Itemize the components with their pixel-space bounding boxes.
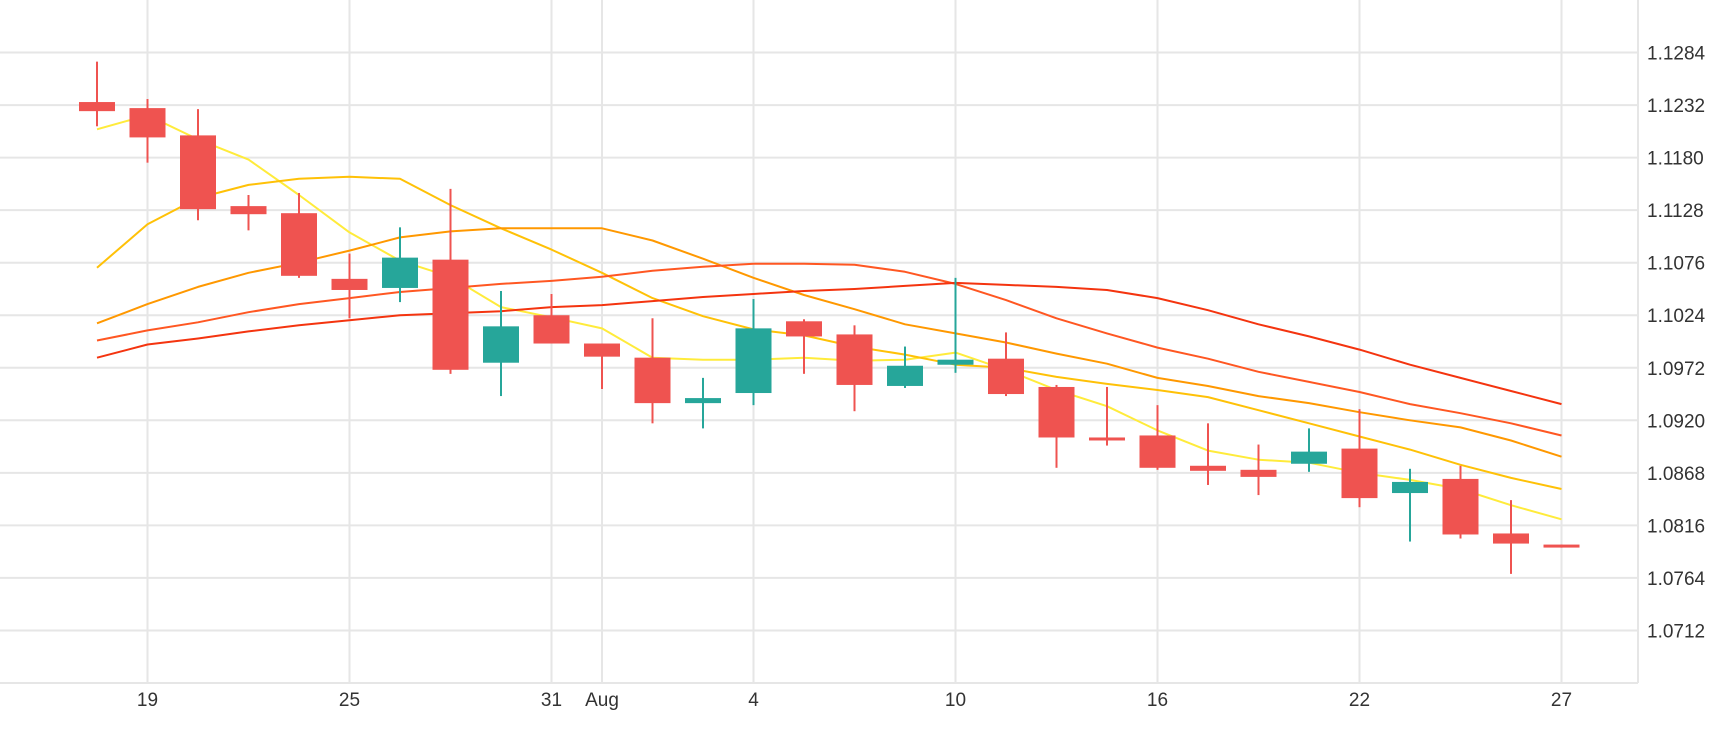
candle	[79, 61, 115, 127]
candle-body	[937, 359, 974, 365]
y-tick-label: 1.0868	[1647, 464, 1705, 485]
y-tick-label: 1.0972	[1647, 359, 1705, 380]
candle-body	[1493, 533, 1529, 544]
moving-average-line-3	[96, 227, 1562, 458]
x-tick-label: 4	[748, 690, 759, 711]
candle	[836, 325, 873, 412]
candle-body	[988, 358, 1024, 395]
candle	[634, 318, 671, 424]
y-tick-label: 1.1128	[1647, 201, 1704, 222]
moving-average-line-1	[96, 114, 1562, 521]
x-tick-label: Aug	[585, 690, 619, 711]
moving-average-line-5	[96, 281, 1562, 406]
candle	[1493, 500, 1529, 574]
x-tick-label: 25	[339, 690, 360, 711]
moving-average-layer	[96, 114, 1562, 521]
moving-average-line-4	[96, 262, 1562, 437]
candle	[230, 194, 267, 231]
candle-body	[1190, 465, 1226, 471]
candle	[1038, 384, 1075, 468]
y-tick-label: 1.1024	[1647, 306, 1706, 327]
candle-body	[1038, 386, 1075, 438]
candle	[1543, 544, 1580, 548]
candle-body	[735, 328, 772, 394]
x-tick-label: 22	[1349, 690, 1370, 711]
candle	[1442, 465, 1479, 539]
candle-body	[584, 343, 620, 357]
candle-body	[79, 102, 115, 112]
x-tick-label: 31	[541, 690, 562, 711]
candle-layer	[79, 61, 1580, 574]
candle	[331, 253, 368, 319]
candle-body	[836, 334, 873, 385]
candle	[1392, 468, 1428, 542]
candle	[988, 332, 1024, 397]
y-tick-label: 1.0712	[1647, 621, 1705, 642]
y-tick-label: 1.1180	[1647, 149, 1704, 170]
y-tick-label: 1.0920	[1647, 411, 1705, 432]
candle	[180, 109, 216, 221]
candle	[685, 377, 721, 429]
candle	[1190, 423, 1226, 485]
candle-body	[180, 135, 216, 210]
candle	[584, 343, 620, 389]
candle	[1089, 386, 1125, 446]
candle-body	[331, 278, 368, 290]
candle	[937, 277, 974, 373]
x-tick-label: 16	[1147, 690, 1168, 711]
candle	[382, 227, 418, 303]
candle-body	[1543, 544, 1580, 548]
x-tick-label: 19	[137, 690, 158, 711]
moving-average-line-2	[96, 175, 1562, 490]
candle-body	[634, 357, 671, 404]
candle	[1291, 428, 1327, 472]
y-tick-label: 1.1284	[1647, 44, 1706, 65]
candle-body	[1392, 481, 1428, 494]
x-tick-label: 10	[945, 690, 966, 711]
candle	[887, 346, 923, 388]
candle-body	[1089, 437, 1125, 441]
candle-body	[432, 259, 469, 370]
candle-body	[382, 257, 418, 288]
grid-layer	[0, 0, 1639, 684]
candle	[432, 188, 469, 374]
y-tick-label: 1.0764	[1647, 569, 1706, 590]
candle-body	[533, 315, 570, 344]
candle	[533, 294, 570, 344]
y-tick-label: 1.1076	[1647, 254, 1705, 275]
candle-body	[281, 213, 317, 276]
candle	[281, 192, 317, 278]
candle-body	[685, 398, 721, 404]
candle-body	[1139, 435, 1176, 468]
candle	[129, 99, 166, 163]
y-tick-label: 1.1232	[1647, 96, 1705, 117]
axis-layer: 1.1284 1.1232 1.1180 1.1128 1.1076 1.1024 1.09…	[137, 44, 1706, 711]
candle-body	[887, 365, 923, 386]
candle-body	[1240, 469, 1277, 477]
candle-body	[483, 326, 519, 363]
candle-body	[230, 206, 267, 215]
candle	[483, 290, 519, 397]
candle	[1240, 444, 1277, 496]
candle	[786, 319, 822, 374]
candle-body	[1442, 478, 1479, 535]
candle	[1341, 409, 1378, 508]
candle	[1139, 405, 1176, 470]
x-tick-label: 27	[1551, 690, 1572, 711]
candle	[735, 299, 772, 406]
candle-body	[1341, 448, 1378, 499]
candle-body	[786, 321, 822, 337]
y-tick-label: 1.0816	[1647, 516, 1705, 537]
candle-body	[129, 108, 166, 138]
candle-body	[1291, 451, 1327, 464]
